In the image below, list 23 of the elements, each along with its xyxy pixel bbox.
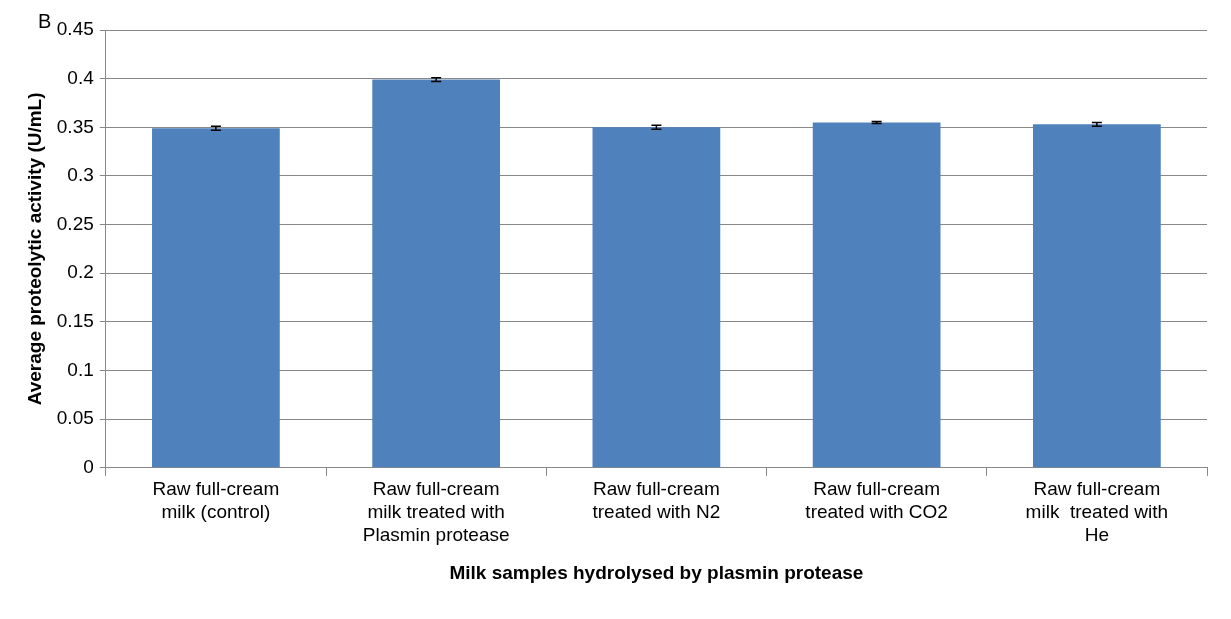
y-tick-label: 0.3	[67, 164, 94, 186]
y-tick-label: 0.45	[56, 18, 94, 40]
x-tick-label: Raw full-cream treated with CO2	[805, 478, 948, 523]
x-tick-label: Raw full-cream treated with N2	[592, 478, 721, 523]
text: B	[38, 10, 52, 33]
y-tick-label: 0.05	[56, 407, 94, 429]
x-tick-label: Raw full-cream milk (control)	[152, 478, 280, 523]
x-axis-title: Milk samples hydrolysed by plasmin protease	[449, 561, 864, 583]
y-tick-label: 0.4	[67, 66, 95, 88]
y-tick-label: 0.1	[67, 358, 94, 380]
x-tick-label: Raw full-cream milk treated with He	[1025, 478, 1169, 546]
y-tick-label: 0.15	[56, 310, 94, 332]
bar	[812, 122, 941, 468]
bar	[152, 128, 280, 468]
bar	[372, 79, 501, 468]
y-tick-label: 0.2	[67, 261, 94, 283]
y-tick-label: 0	[83, 456, 94, 478]
y-tick-label: 0.35	[56, 115, 94, 137]
bar	[1033, 124, 1161, 468]
bar	[592, 127, 721, 468]
x-tick-label: Raw full-cream milk treated with Plasmin protease	[362, 478, 510, 546]
y-axis-title: Average proteolytic activity (U/mL)	[23, 92, 45, 406]
y-tick-label: 0.25	[56, 212, 94, 234]
